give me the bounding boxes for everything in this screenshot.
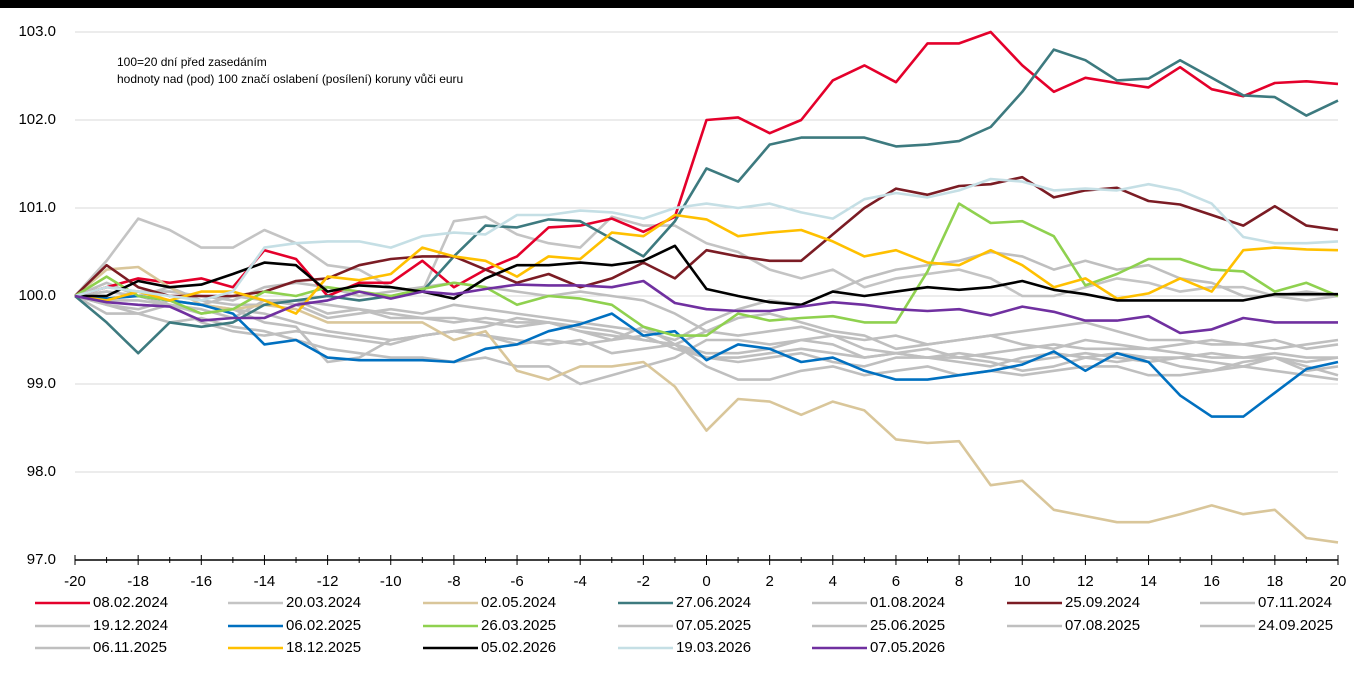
x-tick-label: -20	[64, 573, 86, 590]
series-line	[74, 202, 1339, 337]
series-line	[74, 215, 1339, 302]
annotation: 100=20 dní před zasedáním	[117, 55, 267, 69]
x-tick-label: -8	[447, 573, 460, 590]
x-tick-label: 10	[1014, 573, 1031, 590]
x-tick-label: 8	[955, 573, 963, 590]
x-tick-label: -10	[380, 573, 402, 590]
legend-label: 18.12.2025	[286, 639, 361, 656]
y-tick-label: 99.0	[27, 375, 56, 392]
legend-label: 07.08.2025	[1065, 617, 1140, 634]
legend-label: 02.05.2024	[481, 594, 556, 611]
y-tick-label: 101.0	[18, 199, 56, 216]
x-tick-label: 6	[892, 573, 900, 590]
legend-label: 01.08.2024	[870, 594, 945, 611]
series-line	[74, 177, 1339, 302]
series-line	[74, 48, 1339, 355]
x-tick-label: -16	[190, 573, 212, 590]
x-tick-label: 0	[702, 573, 710, 590]
series-line	[74, 281, 1339, 381]
legend-label: 19.12.2024	[93, 617, 168, 634]
x-tick-label: -12	[317, 573, 339, 590]
series-line	[74, 279, 1338, 335]
legend-label: 24.09.2025	[1258, 617, 1333, 634]
x-tick-label: 4	[829, 573, 837, 590]
legend-label: 20.03.2024	[286, 594, 361, 611]
y-tick-label: 100.0	[18, 287, 56, 304]
legend-label: 07.11.2024	[1258, 594, 1332, 611]
legend-label: 07.05.2026	[870, 639, 945, 656]
series-line	[74, 285, 1339, 364]
legend-label: 05.02.2026	[481, 639, 556, 656]
x-tick-label: 2	[765, 573, 773, 590]
x-tick-label: -14	[254, 573, 276, 590]
x-tick-label: 14	[1140, 573, 1157, 590]
legend-label: 25.09.2024	[1065, 594, 1140, 611]
legend-label: 08.02.2024	[93, 594, 168, 611]
x-tick-label: -18	[127, 573, 149, 590]
y-tick-label: 103.0	[18, 23, 56, 40]
legend-label: 27.06.2024	[676, 594, 751, 611]
series-line	[74, 175, 1339, 298]
series-line	[74, 294, 1339, 418]
legend-label: 06.02.2025	[286, 617, 361, 634]
legend-label: 19.03.2026	[676, 639, 751, 656]
series-line	[74, 294, 1339, 386]
y-tick-label: 97.0	[27, 551, 56, 568]
y-tick-label: 98.0	[27, 463, 56, 480]
series-line	[75, 244, 1338, 307]
x-tick-label: 16	[1203, 573, 1220, 590]
legend-label: 25.06.2025	[870, 617, 945, 634]
x-tick-label: -2	[637, 573, 650, 590]
y-tick-label: 102.0	[18, 111, 56, 128]
series-line	[74, 30, 1339, 298]
x-tick-label: 18	[1267, 573, 1284, 590]
x-tick-label: 20	[1330, 573, 1347, 590]
x-tick-label: 12	[1077, 573, 1094, 590]
series-line	[74, 294, 1338, 359]
legend-label: 26.03.2025	[481, 617, 556, 634]
x-tick-label: -6	[510, 573, 523, 590]
series-line	[74, 265, 1339, 544]
top-bar	[0, 0, 1354, 8]
annotation: hodnoty nad (pod) 100 značí oslabení (po…	[117, 72, 463, 86]
legend-label: 07.05.2025	[676, 617, 751, 634]
legend-label: 06.11.2025	[93, 639, 167, 656]
x-tick-label: -4	[574, 573, 587, 590]
